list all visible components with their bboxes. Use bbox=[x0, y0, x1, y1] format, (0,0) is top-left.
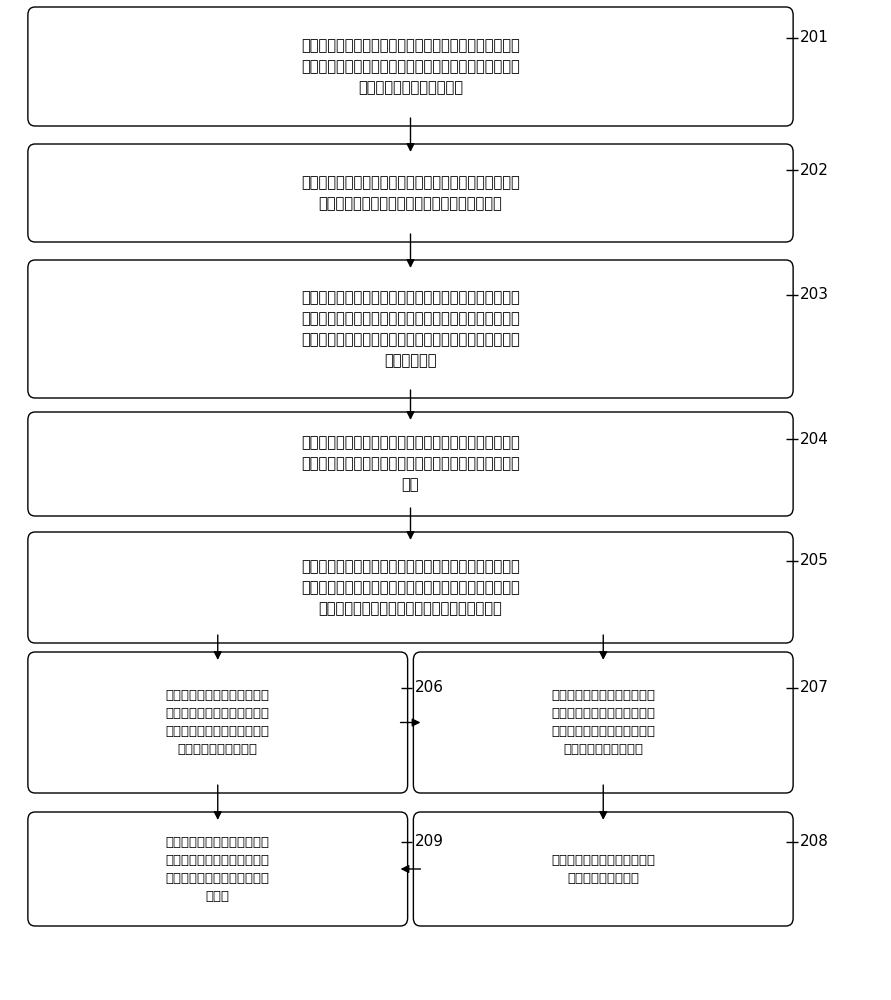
FancyBboxPatch shape bbox=[28, 260, 793, 398]
Text: 204: 204 bbox=[800, 432, 830, 447]
Text: 当该终端设备接收到该返回的图片时，根据排版规则和该
返回的图片的尺寸，确定该返回的图片中每张图片的显示
位置: 当该终端设备接收到该返回的图片时，根据排版规则和该 返回的图片的尺寸，确定该返回… bbox=[301, 436, 519, 492]
Text: 205: 205 bbox=[800, 553, 830, 568]
Text: 该终端设备根据该返回的图片中每张图片的显示位置，显
示该返回的图片，并显示每张图片的选择标识，该选择标
识位于图片的指定区域，并用于选择相应的图片: 该终端设备根据该返回的图片中每张图片的显示位置，显 示该返回的图片，并显示每张图… bbox=[301, 559, 519, 616]
Text: 当该终端设备检测到对该返回
的图片中任一图片的选择标识
的点击操作时，将该任一图片
获取为用户选择的图片: 当该终端设备检测到对该返回 的图片中任一图片的选择标识 的点击操作时，将该任一图… bbox=[166, 689, 270, 756]
Text: 当该终端设备检测到对该搜索按键的点击操作时，显示该
图片搜索界面，该图片搜索界面至少包括搜索栏: 当该终端设备检测到对该搜索按键的点击操作时，显示该 图片搜索界面，该图片搜索界面… bbox=[301, 175, 519, 211]
Text: 209: 209 bbox=[414, 834, 444, 849]
Text: 当该终端设备接收到搜索指令时，向服务器发送图片搜索
请求，该图片搜索请求携带该搜索栏中输入的关键字，使
得该服务器根据该关键字进行图片搜索，并返回与该关键
字匹: 当该终端设备接收到搜索指令时，向服务器发送图片搜索 请求，该图片搜索请求携带该搜… bbox=[301, 290, 519, 368]
Text: 201: 201 bbox=[800, 30, 830, 45]
Text: 202: 202 bbox=[800, 163, 830, 178]
FancyBboxPatch shape bbox=[413, 652, 793, 793]
FancyBboxPatch shape bbox=[28, 652, 407, 793]
Text: 该终端设备显示图片选择界面，该图片选择界面用于选择
待发送图片，该图片选择界面至少包括搜索按键，该搜索
按键用于进入图片搜索界面: 该终端设备显示图片选择界面，该图片选择界面用于选择 待发送图片，该图片选择界面至… bbox=[301, 38, 519, 95]
Text: 当该终端设备接收到预览指令
时，如果该预览指令对应的图
片为缩略图，获取该预览指令
对应的图片的原始图片: 当该终端设备接收到预览指令 时，如果该预览指令对应的图 片为缩略图，获取该预览指… bbox=[552, 689, 655, 756]
Text: 208: 208 bbox=[800, 834, 830, 849]
FancyBboxPatch shape bbox=[28, 532, 793, 643]
Text: 206: 206 bbox=[414, 680, 444, 695]
Text: 203: 203 bbox=[800, 287, 830, 302]
FancyBboxPatch shape bbox=[28, 812, 407, 926]
Text: 207: 207 bbox=[800, 680, 830, 695]
Text: 该终端设备显示该预览指令对
应的图片的原始图片: 该终端设备显示该预览指令对 应的图片的原始图片 bbox=[552, 854, 655, 884]
FancyBboxPatch shape bbox=[413, 812, 793, 926]
Text: 当该终端设备接收到图片发送
指令时，将该用户选择的图片
发送给该图片选择界面对应的
联系人: 当该终端设备接收到图片发送 指令时，将该用户选择的图片 发送给该图片选择界面对应… bbox=[166, 836, 270, 902]
FancyBboxPatch shape bbox=[28, 144, 793, 242]
FancyBboxPatch shape bbox=[28, 412, 793, 516]
FancyBboxPatch shape bbox=[28, 7, 793, 126]
